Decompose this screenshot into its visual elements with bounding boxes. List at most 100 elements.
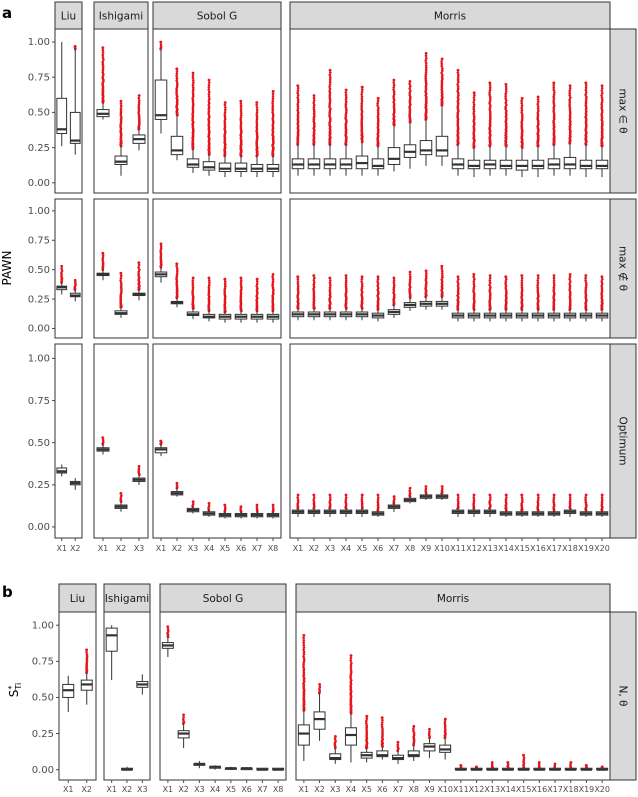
outlier-point (101, 256, 105, 260)
outlier-point (255, 108, 259, 112)
outlier-point (408, 279, 412, 283)
outlier-point (536, 283, 539, 287)
outlier-point (119, 99, 123, 103)
outlier-point (440, 79, 444, 83)
outlier-point (85, 650, 88, 654)
outlier-point (584, 290, 588, 293)
outlier-point (472, 284, 476, 288)
outlier-point (552, 493, 556, 497)
outlier-point (175, 77, 179, 80)
x-tick-label: X2 (81, 785, 92, 794)
outlier-point (457, 91, 460, 95)
outlier-point (207, 113, 211, 117)
outlier-point (349, 677, 352, 680)
outlier-point (255, 282, 259, 286)
facet-panel (93, 198, 149, 339)
outlier-point (457, 496, 460, 499)
outlier-point (472, 273, 476, 276)
y-tick-label: 0.00 (32, 765, 54, 776)
boxplot-Morris-X20 (595, 84, 609, 178)
outlier-point (584, 288, 588, 291)
x-tick-label: X6 (236, 544, 247, 553)
outlier-point (520, 106, 524, 110)
outlier-point (536, 102, 540, 106)
outlier-point (456, 68, 460, 72)
outlier-point (344, 88, 348, 92)
box (170, 135, 184, 156)
outlier-point (302, 663, 305, 667)
outlier-point (328, 285, 332, 289)
outlier-point (408, 273, 412, 276)
boxplot-Morris-X4 (339, 493, 353, 517)
outlier-point (296, 284, 300, 288)
boxplot-Morris-X4 (339, 88, 353, 176)
outlier-point (223, 277, 227, 281)
x-tick-label: X3 (137, 785, 148, 794)
x-tick-label: X2 (122, 785, 133, 794)
outlier-point (408, 95, 412, 99)
outlier-point (472, 118, 476, 121)
outlier-point (73, 278, 77, 282)
column-strip-label: Morris (437, 593, 469, 605)
outlier-point (271, 89, 275, 93)
outlier-point (271, 97, 275, 100)
outlier-point (207, 95, 211, 98)
outlier-point (191, 292, 194, 295)
boxplot-Morris-X1 (297, 634, 310, 761)
outlier-point (505, 496, 508, 499)
outlier-point (600, 89, 604, 92)
outlier-point (271, 115, 275, 118)
outlier-point (376, 113, 380, 116)
outlier-point (506, 763, 510, 766)
outlier-point (504, 502, 508, 506)
box (297, 724, 310, 746)
outlier-point (349, 672, 353, 676)
outlier-point (271, 94, 275, 98)
outlier-point (349, 668, 353, 672)
outlier-point (440, 269, 444, 273)
box (371, 158, 385, 170)
outlier-point (119, 109, 123, 113)
outlier-point (329, 283, 332, 287)
facet-panel (152, 343, 282, 539)
outlier-point (537, 763, 541, 766)
box (154, 79, 168, 120)
boxplot-Sobol-G-X7 (250, 101, 264, 178)
outlier-point (552, 279, 556, 282)
boxplot-Sobol-G-X5 (218, 503, 232, 519)
outlier-point (456, 96, 460, 99)
x-tick-label: X6 (377, 785, 388, 794)
x-tick-label: X15 (516, 785, 532, 794)
outlier-point (175, 278, 178, 281)
x-tick-label: X4 (204, 544, 215, 553)
outlier-point (424, 75, 428, 78)
outlier-point (296, 105, 300, 108)
column-strip-label: Morris (434, 11, 466, 23)
outlier-point (119, 111, 123, 115)
y-tick-label: 0.50 (28, 438, 50, 449)
outlier-point (457, 94, 460, 97)
outlier-point (255, 503, 259, 507)
outlier-point (520, 279, 524, 282)
outlier-point (360, 496, 364, 499)
outlier-point (207, 86, 211, 89)
outlier-point (456, 100, 460, 103)
boxplot-Morris-X17 (547, 274, 561, 322)
panel-b: b S*Ti 0.00 0.25 0.50 0.75 1.00 N, θ Liu X1 X2 Ishi… (2, 583, 637, 794)
x-tick-label: X2 (70, 544, 81, 553)
outlier-point (192, 81, 195, 84)
outlier-point (296, 93, 300, 97)
outlier-point (312, 498, 316, 502)
outlier-point (101, 254, 105, 257)
outlier-point (381, 716, 384, 719)
outlier-point (302, 665, 305, 669)
x-tick-label: X1 (63, 785, 74, 794)
outlier-point (552, 502, 556, 506)
outlier-point (424, 83, 428, 86)
outlier-point (255, 284, 259, 288)
outlier-point (456, 83, 459, 86)
boxplot-Liu-X1 (56, 264, 68, 295)
row-strip (609, 198, 637, 339)
outlier-point (239, 102, 243, 105)
outlier-point (380, 721, 384, 724)
